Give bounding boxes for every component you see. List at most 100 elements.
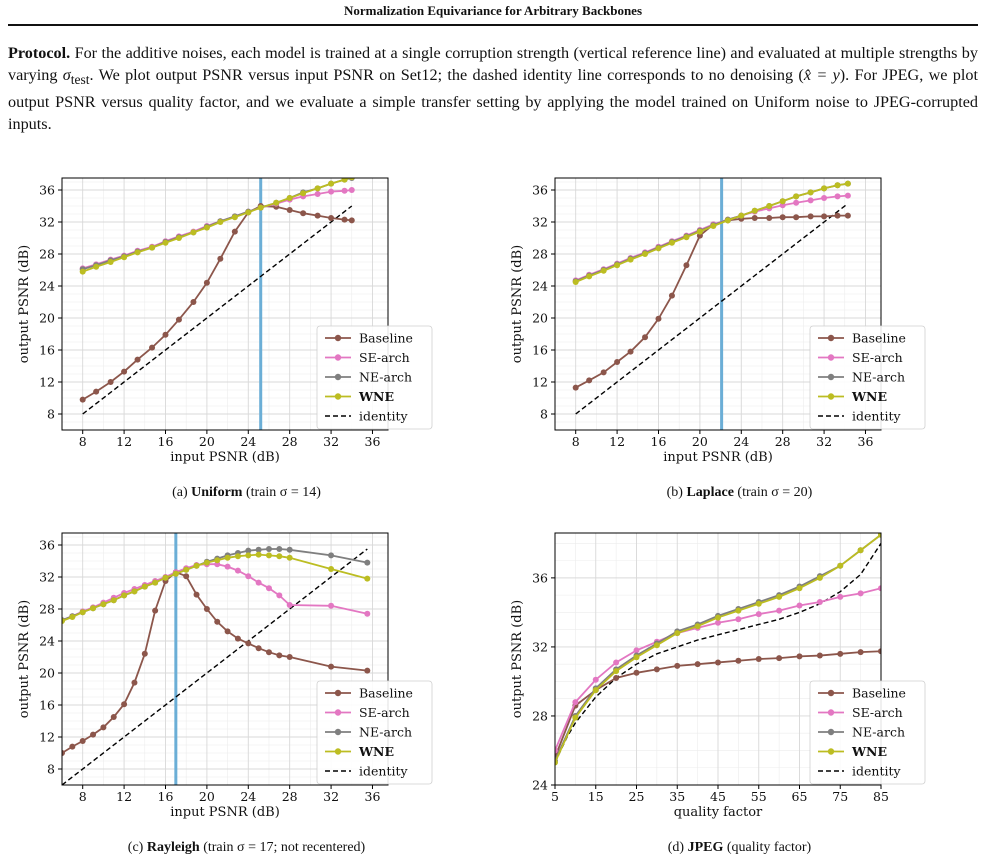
data-point-wne <box>878 533 881 538</box>
protocol-text-1: For the additive noises, each model is t… <box>8 44 978 84</box>
data-point-wne <box>627 256 634 263</box>
chart-svg: 8 12 16 20 24 28 32 36 8 12 16 20 24 28 32 36 input PSNR… <box>17 532 433 820</box>
data-point-se-arch <box>816 599 823 606</box>
data-point-wne <box>273 199 280 206</box>
data-point-baseline <box>175 316 182 323</box>
legend-marker-wne <box>334 393 342 400</box>
data-point-se-arch <box>234 567 241 574</box>
data-point-ne-arch <box>265 546 272 552</box>
caption-a-title: Uniform <box>191 485 243 500</box>
data-point-wne <box>715 614 721 621</box>
data-point-baseline <box>328 215 335 221</box>
x-tick-label: 20 <box>692 434 708 449</box>
legend-label-identity: identity <box>359 764 408 779</box>
legend-label-wne: WNE <box>851 744 887 759</box>
legend: Baseline SE-arch NE-arch WNE identity <box>809 680 926 785</box>
axes-frame <box>61 177 389 431</box>
data-point-wne <box>328 180 335 187</box>
caption-b-title: Laplace <box>686 485 734 500</box>
y-tick-label: 24 <box>39 634 55 649</box>
data-point-wne <box>90 605 97 612</box>
caption-a: (a) Uniform (train σ = 14) <box>0 485 493 501</box>
legend-label-wne: WNE <box>851 389 887 404</box>
data-point-wne <box>821 185 828 192</box>
legend-label-ne-arch: NE-arch <box>852 370 905 385</box>
data-point-wne <box>696 228 703 235</box>
caption-c-rest: (train σ = 17; not recentered) <box>199 840 366 855</box>
legend-box <box>316 325 433 430</box>
data-point-wne <box>694 623 701 630</box>
x-axis-label: input PSNR (dB) <box>170 805 280 820</box>
axes-frame <box>61 532 389 786</box>
data-point-baseline <box>683 262 690 269</box>
data-point-baseline <box>62 750 65 756</box>
data-point-baseline <box>286 207 293 213</box>
data-point-se-arch <box>837 593 844 600</box>
data-point-baseline <box>328 663 335 670</box>
legend-marker-ne-arch <box>334 728 342 736</box>
data-point-se-arch <box>572 699 579 706</box>
data-point-baseline <box>79 738 86 744</box>
data-point-baseline <box>110 714 117 720</box>
data-point-wne <box>834 182 841 189</box>
data-point-ne-arch <box>276 546 283 552</box>
legend-label-ne-arch: NE-arch <box>359 725 412 740</box>
legend-label-identity: identity <box>852 764 901 779</box>
legend-marker-wne <box>334 748 342 755</box>
x-tick-label: 5 <box>551 789 559 804</box>
y-tick-label: 8 <box>47 762 55 777</box>
legend-box <box>809 325 926 430</box>
data-point-wne <box>572 279 579 285</box>
data-point-se-arch <box>834 193 841 200</box>
data-point-wne <box>107 259 114 265</box>
data-point-wne <box>131 588 138 595</box>
data-point-se-arch <box>276 592 283 599</box>
data-point-baseline <box>203 279 210 286</box>
data-point-baseline <box>141 650 148 657</box>
legend-label-baseline: Baseline <box>359 331 413 346</box>
y-tick-label: 20 <box>532 311 548 326</box>
x-tick-label: 12 <box>609 434 625 449</box>
data-point-wne <box>735 607 742 614</box>
data-point-wne <box>203 224 210 231</box>
data-point-wne <box>844 180 851 187</box>
data-point-se-arch <box>878 585 881 592</box>
data-point-baseline <box>627 348 634 355</box>
x-tick-label: 36 <box>365 789 381 804</box>
data-point-baseline <box>572 384 579 391</box>
data-point-wne <box>175 235 182 241</box>
data-point-baseline <box>614 359 621 365</box>
protocol-lead: Protocol. <box>8 44 71 62</box>
data-point-se-arch <box>633 647 640 654</box>
data-point-baseline <box>600 369 607 376</box>
data-point-baseline <box>90 731 97 738</box>
header-rule <box>8 24 978 26</box>
y-axis-label: output PSNR (dB) <box>17 245 32 363</box>
data-point-wne <box>190 229 197 236</box>
legend-marker-se-arch <box>827 354 835 361</box>
figure-panel-jpeg: 5 15 25 35 45 55 65 75 85 24 28 32 36 quality factor o… <box>493 525 986 825</box>
x-tick-label: 36 <box>365 434 381 449</box>
x-tick-label: 16 <box>158 434 174 449</box>
y-tick-label: 28 <box>39 247 55 262</box>
data-point-se-arch <box>844 192 851 199</box>
data-point-wne <box>245 552 252 559</box>
x-tick-label: 20 <box>199 789 215 804</box>
data-point-wne <box>245 209 252 216</box>
data-point-wne <box>121 592 128 599</box>
identity-line <box>82 205 353 415</box>
x-axis-label: input PSNR (dB) <box>170 450 280 465</box>
data-point-wne <box>807 189 814 196</box>
legend-marker-wne <box>827 748 835 755</box>
x-axis-label: quality factor <box>674 805 763 820</box>
legend-box <box>316 680 433 785</box>
data-point-se-arch <box>328 188 335 195</box>
y-tick-label: 8 <box>47 407 55 422</box>
legend-marker-baseline <box>827 689 835 697</box>
y-tick-label: 16 <box>39 698 55 713</box>
data-point-wne <box>231 214 238 221</box>
data-point-baseline <box>131 679 138 686</box>
data-point-baseline <box>286 654 293 660</box>
data-point-baseline <box>341 216 348 223</box>
caption-b-rest: (train σ = 20) <box>733 485 813 500</box>
